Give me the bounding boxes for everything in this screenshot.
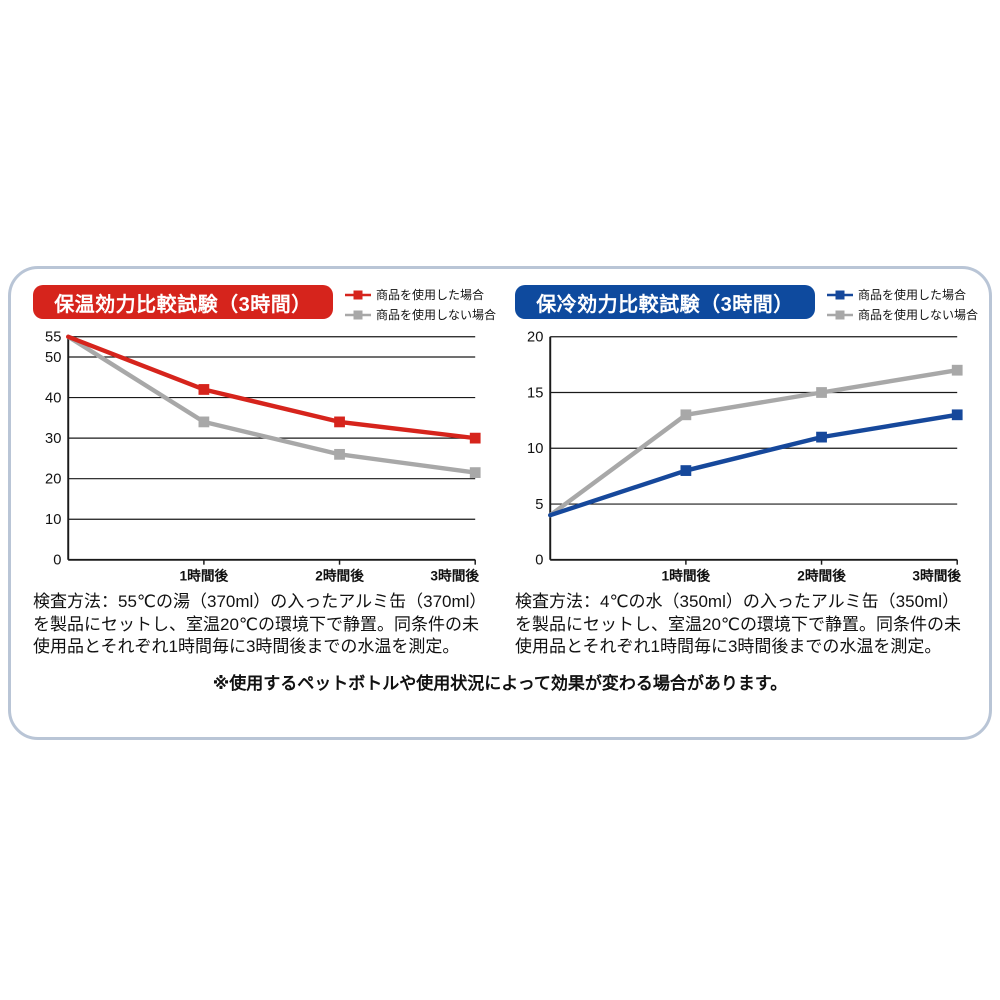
svg-text:2時間後: 2時間後 [797, 567, 846, 583]
svg-text:5: 5 [535, 497, 543, 513]
svg-text:3時間後: 3時間後 [912, 567, 961, 583]
svg-text:40: 40 [45, 390, 61, 406]
cold-chart-header: 保冷効力比較試験（3時間） 商品を使用した場合 商品を使用しない場合 [515, 285, 978, 323]
charts-row: 保温効力比較試験（3時間） 商品を使用した場合 商品を使用しない場合 0 10 20… [33, 285, 978, 659]
svg-text:1時間後: 1時間後 [180, 567, 229, 583]
heat-retention-chart-block: 保温効力比較試験（3時間） 商品を使用した場合 商品を使用しない場合 0 10 20… [33, 285, 496, 659]
legend-item: 商品を使用した場合 [345, 286, 485, 303]
svg-text:10: 10 [45, 512, 61, 528]
legend-marker-icon [345, 309, 371, 321]
legend-label: 商品を使用した場合 [858, 288, 967, 302]
heat-chart-legend: 商品を使用した場合 商品を使用しない場合 [345, 285, 496, 323]
legend-item: 商品を使用しない場合 [827, 306, 978, 323]
cold-retention-chart-block: 保冷効力比較試験（3時間） 商品を使用した場合 商品を使用しない場合 0 5 10 1… [515, 285, 978, 659]
svg-text:30: 30 [45, 431, 61, 447]
svg-text:10: 10 [527, 441, 543, 457]
cold-chart-legend: 商品を使用した場合 商品を使用しない場合 [827, 285, 978, 323]
svg-text:20: 20 [527, 330, 543, 346]
comparison-test-panel: 保温効力比較試験（3時間） 商品を使用した場合 商品を使用しない場合 0 10 20… [8, 266, 992, 740]
heat-retention-line-chart: 0 10 20 30 40 50 55 1時間後 2時間後 3時間後 [45, 330, 481, 583]
svg-text:55: 55 [45, 330, 61, 346]
legend-item: 商品を使用しない場合 [345, 306, 496, 323]
svg-text:15: 15 [527, 385, 543, 401]
cold-chart-title: 保冷効力比較試験（3時間） [515, 285, 815, 319]
svg-text:20: 20 [45, 472, 61, 488]
legend-marker-icon [827, 309, 853, 321]
legend-label: 商品を使用した場合 [376, 288, 485, 302]
svg-text:3時間後: 3時間後 [430, 567, 479, 583]
svg-text:0: 0 [53, 553, 61, 569]
legend-label: 商品を使用しない場合 [376, 308, 497, 322]
svg-text:2時間後: 2時間後 [315, 567, 364, 583]
svg-text:50: 50 [45, 350, 61, 366]
legend-label: 商品を使用しない場合 [858, 308, 979, 322]
legend-marker-icon [827, 289, 853, 301]
heat-chart-header: 保温効力比較試験（3時間） 商品を使用した場合 商品を使用しない場合 [33, 285, 496, 323]
heat-chart-title: 保温効力比較試験（3時間） [33, 285, 333, 319]
legend-marker-icon [345, 289, 371, 301]
heat-test-method-text: 検査方法：55℃の湯（370ml）の入ったアルミ缶（370ml）を製品にセットし… [33, 592, 479, 657]
svg-text:0: 0 [535, 553, 543, 569]
cold-retention-line-chart: 0 5 10 15 20 1時間後 2時間後 3時間後 [527, 330, 963, 583]
disclaimer-note: ※使用するペットボトルや使用状況によって効果が変わる場合があります。 [212, 673, 788, 693]
svg-text:1時間後: 1時間後 [662, 567, 711, 583]
cold-test-method-text: 検査方法：4℃の水（350ml）の入ったアルミ缶（350ml）を製品にセットし、… [515, 592, 961, 657]
legend-item: 商品を使用した場合 [827, 286, 967, 303]
